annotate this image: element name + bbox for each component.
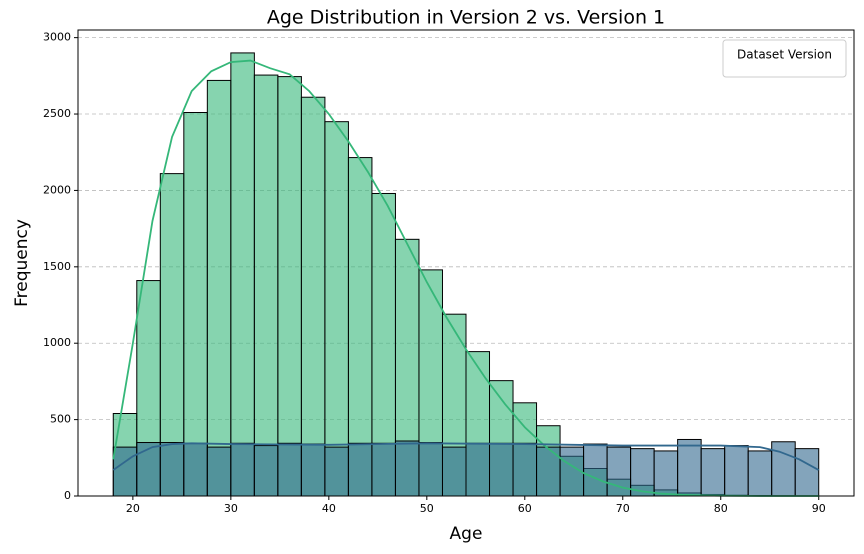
bar	[512, 442, 538, 497]
bar	[371, 442, 396, 497]
x-tick-label: 40	[322, 502, 336, 515]
bar	[794, 448, 820, 497]
y-tick-label: 0	[64, 489, 71, 502]
bar	[183, 442, 208, 497]
kde-line	[112, 442, 820, 471]
bar	[206, 446, 232, 497]
x-tick-label: 90	[812, 502, 826, 515]
x-tick-label: 50	[420, 502, 434, 515]
bar	[112, 446, 138, 497]
bar	[583, 443, 608, 497]
kde-line	[112, 59, 819, 497]
bar	[253, 74, 279, 497]
bar	[441, 446, 467, 497]
legend: Dataset Version	[722, 39, 847, 78]
bar	[159, 442, 185, 497]
bar	[418, 442, 443, 497]
axes-frame	[77, 29, 855, 497]
y-tick-label: 1500	[43, 260, 71, 273]
y-tick-label: 2000	[43, 183, 71, 196]
x-tick-label: 30	[224, 502, 238, 515]
bar	[183, 112, 208, 497]
bar	[136, 442, 161, 497]
bar	[724, 445, 749, 497]
legend-box	[722, 39, 847, 78]
y-axis-label: Frequency	[12, 219, 32, 307]
bar	[700, 448, 726, 497]
y-tick-label: 1000	[43, 336, 71, 349]
x-tick-label: 80	[714, 502, 728, 515]
x-tick-label: 20	[126, 502, 140, 515]
bar	[230, 442, 255, 497]
legend-title: Dataset Version	[737, 48, 832, 62]
bar	[465, 442, 491, 497]
bar	[394, 440, 420, 497]
bar	[653, 450, 679, 497]
bar	[277, 76, 302, 497]
bar	[277, 442, 302, 497]
bar	[677, 438, 702, 497]
bar	[300, 443, 326, 497]
y-tick-label: 2500	[43, 107, 71, 120]
chart-title: Age Distribution in Version 2 vs. Versio…	[267, 7, 665, 29]
x-tick-label: 70	[616, 502, 630, 515]
bar	[230, 52, 255, 497]
y-tick-label: 500	[50, 413, 71, 426]
bar	[324, 446, 349, 497]
bar	[300, 96, 326, 497]
bar	[489, 442, 514, 497]
bar	[324, 121, 349, 497]
x-axis-label: Age	[450, 524, 483, 544]
bar	[747, 450, 773, 497]
bar	[253, 445, 279, 497]
bar	[347, 442, 373, 497]
bar	[206, 79, 232, 497]
y-tick-label: 3000	[43, 31, 71, 44]
x-tick-label: 60	[518, 502, 532, 515]
